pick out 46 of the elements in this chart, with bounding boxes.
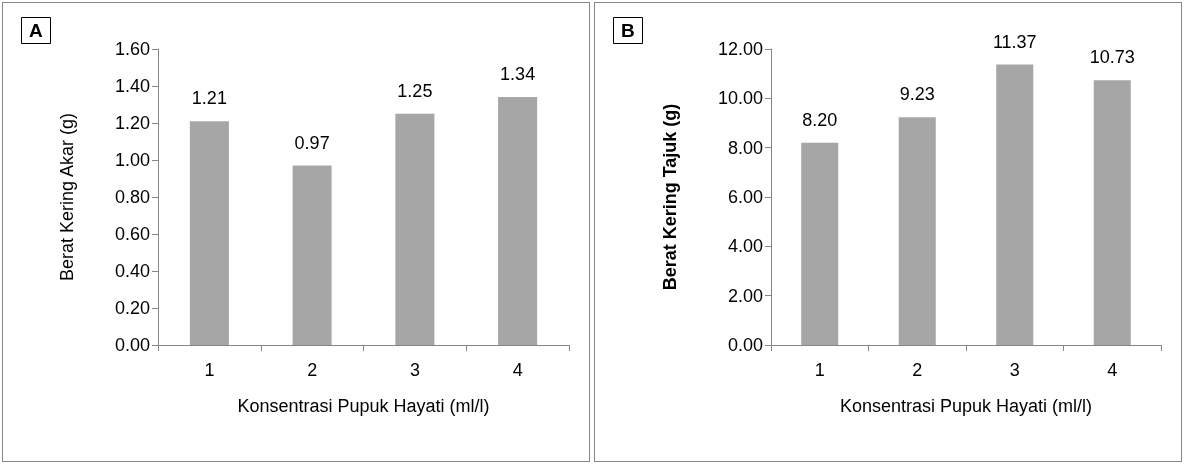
x-axis-title: Konsentrasi Pupuk Hayati (ml/l)	[839, 396, 1093, 416]
data-label: 1.21	[191, 88, 227, 109]
y-tick-label: 4.00	[727, 236, 763, 257]
y-axis-title: Berat Kering Tajuk (g)	[660, 103, 680, 291]
x-tick-label: 1	[814, 360, 825, 380]
bar	[189, 121, 229, 345]
y-tick-label: 1.00	[114, 150, 150, 170]
bar	[801, 142, 839, 345]
y-tick-label: 0.00	[114, 335, 150, 355]
bar	[498, 97, 538, 345]
data-label: 1.34	[500, 64, 536, 85]
data-label: 9.23	[899, 84, 935, 105]
y-tick-label: 10.00	[717, 88, 763, 109]
y-tick-label: 2.00	[727, 285, 763, 306]
y-tick-label: 0.20	[114, 298, 150, 318]
x-axis-title: Konsentrasi Pupuk Hayati (ml/l)	[237, 396, 490, 416]
y-tick-label: 0.00	[727, 335, 763, 355]
bar	[1093, 80, 1131, 345]
data-label: 10.73	[1089, 47, 1135, 68]
data-label: 8.20	[802, 109, 838, 130]
bar	[395, 113, 435, 345]
y-tick-label: 8.00	[727, 137, 763, 158]
x-tick-label: 3	[409, 360, 420, 380]
y-tick-label: 0.40	[114, 261, 150, 281]
y-tick-label: 0.60	[114, 224, 150, 244]
x-tick-label: 4	[512, 360, 523, 380]
bar	[292, 165, 332, 345]
x-tick-label: 2	[307, 360, 318, 380]
y-tick-label: 1.60	[114, 39, 150, 59]
y-axis-title: Berat Kering Akar (g)	[57, 112, 77, 282]
x-tick-label: 4	[1107, 360, 1118, 380]
chart-title: B	[621, 20, 635, 41]
bar	[996, 64, 1034, 345]
y-tick-label: 1.40	[114, 76, 150, 96]
y-tick-label: 1.20	[114, 113, 150, 133]
bar	[898, 117, 936, 345]
data-label: 1.25	[397, 80, 433, 101]
y-tick-label: 6.00	[727, 187, 763, 207]
chart-title: A	[29, 20, 43, 41]
y-tick-label: 0.80	[114, 187, 150, 207]
x-tick-label: 3	[1009, 360, 1020, 380]
x-tick-label: 2	[912, 360, 923, 380]
data-label: 11.37	[992, 31, 1037, 52]
y-tick-label: 12.00	[717, 39, 763, 59]
data-label: 0.97	[294, 132, 330, 153]
x-tick-label: 1	[204, 360, 215, 380]
